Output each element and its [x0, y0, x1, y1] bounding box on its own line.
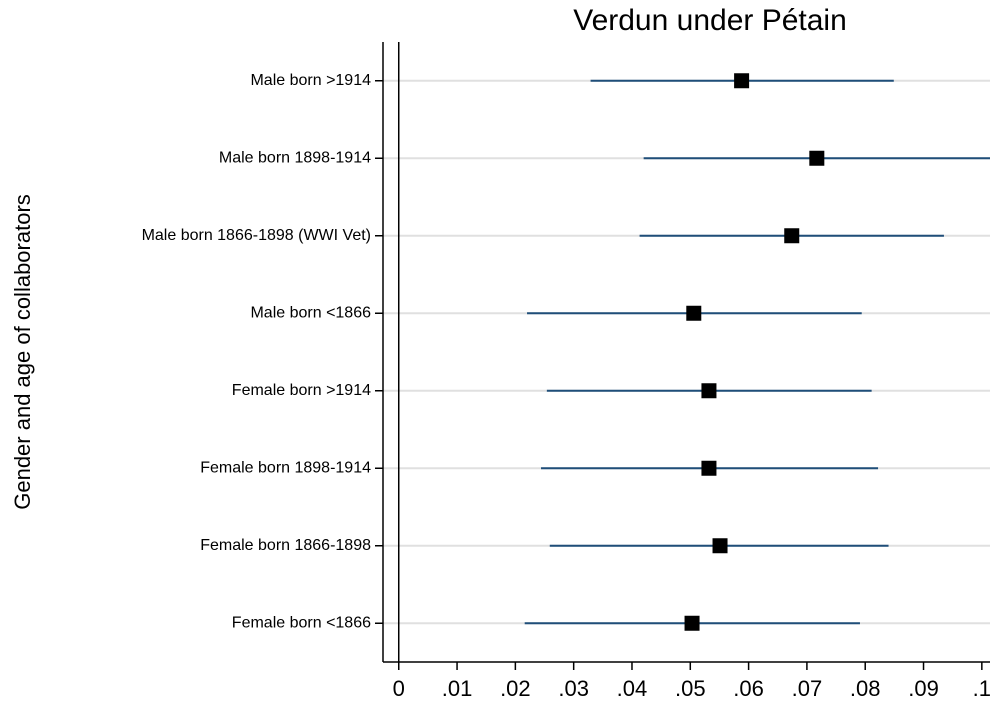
x-tick-label: .08	[850, 676, 881, 701]
x-tick-label: .06	[733, 676, 764, 701]
point-estimate	[712, 538, 728, 554]
point-estimate	[684, 615, 700, 631]
x-tick-label: .05	[675, 676, 706, 701]
x-tick-label: .1	[973, 676, 991, 701]
y-tick-label: Female born <1866	[232, 614, 371, 631]
x-tick-label: .01	[442, 676, 473, 701]
point-estimate	[734, 73, 750, 89]
y-tick-label: Female born 1898-1914	[200, 459, 371, 476]
y-tick-label: Female born 1866-1898	[200, 537, 371, 554]
y-tick-label: Female born >1914	[232, 382, 371, 399]
x-tick-label: .07	[792, 676, 823, 701]
y-tick-label: Male born <1866	[250, 304, 371, 321]
x-tick-label: .03	[558, 676, 589, 701]
y-tick-label: Male born 1866-1898 (WWI Vet)	[142, 227, 371, 244]
x-tick-label: .09	[908, 676, 939, 701]
point-estimate	[784, 228, 800, 244]
x-tick-label: 0	[393, 676, 405, 701]
x-tick-label: .02	[500, 676, 531, 701]
point-estimate	[809, 150, 825, 166]
y-tick-label: Male born >1914	[250, 72, 371, 89]
y-axis-label: Gender and age of collaborators	[10, 194, 35, 510]
y-tick-label: Male born 1898-1914	[219, 149, 371, 166]
point-estimate	[686, 305, 702, 321]
x-tick-label: .04	[617, 676, 648, 701]
point-estimate	[701, 460, 717, 476]
point-estimate	[701, 383, 717, 399]
chart-title: Verdun under Pétain	[573, 4, 847, 37]
